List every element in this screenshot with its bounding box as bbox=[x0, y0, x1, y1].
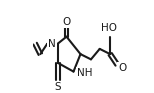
Text: NH: NH bbox=[77, 68, 93, 78]
Text: O: O bbox=[62, 17, 71, 27]
Text: N: N bbox=[48, 39, 56, 49]
Text: HO: HO bbox=[101, 23, 117, 33]
Text: S: S bbox=[55, 82, 61, 92]
Text: O: O bbox=[118, 63, 126, 73]
